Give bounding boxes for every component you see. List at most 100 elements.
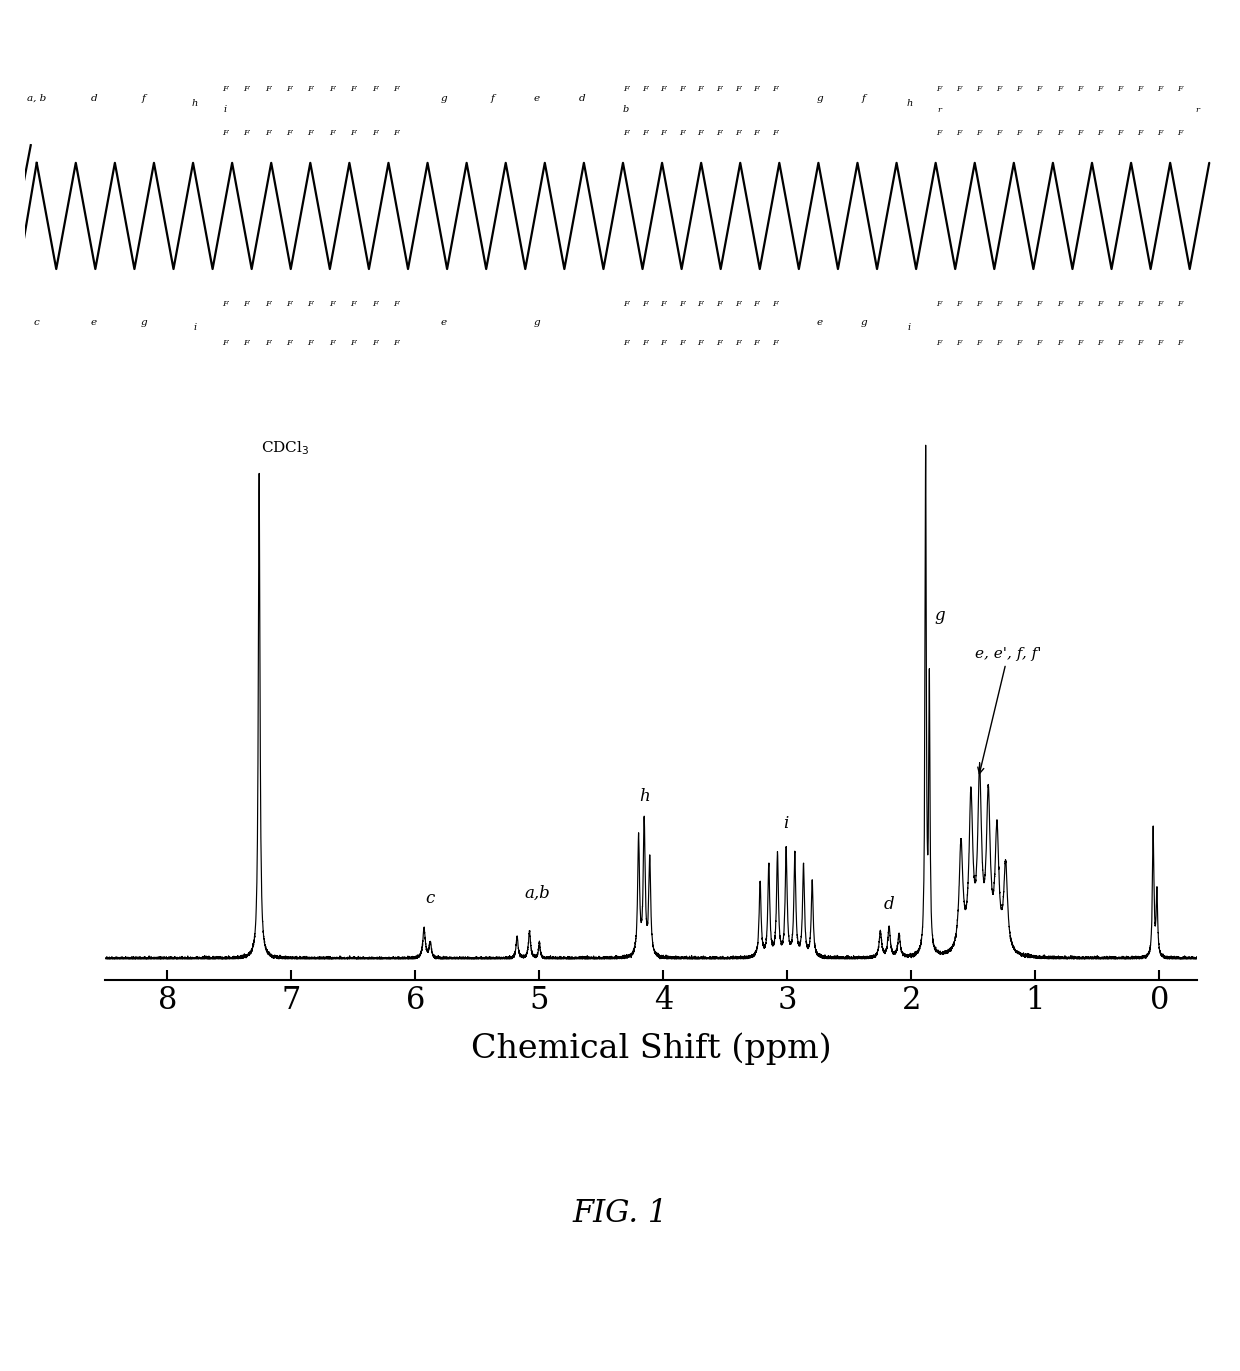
Text: F: F: [715, 300, 722, 308]
Text: h: h: [639, 788, 650, 805]
Text: F: F: [678, 85, 684, 93]
Text: F: F: [351, 85, 356, 93]
Text: F: F: [976, 300, 982, 308]
Text: F: F: [393, 339, 399, 347]
Text: F: F: [372, 339, 378, 347]
Text: F: F: [222, 85, 228, 93]
Text: F: F: [1037, 339, 1042, 347]
Text: F: F: [1177, 339, 1182, 347]
Text: F: F: [1076, 129, 1083, 137]
Text: F: F: [641, 339, 647, 347]
Text: F: F: [1117, 300, 1122, 308]
Text: F: F: [1117, 85, 1122, 93]
Text: F: F: [997, 300, 1002, 308]
Text: F: F: [734, 339, 740, 347]
Text: g: g: [533, 318, 539, 326]
Text: F: F: [329, 85, 335, 93]
Text: i: i: [223, 106, 227, 114]
Text: F: F: [753, 85, 759, 93]
Text: F: F: [308, 85, 314, 93]
Text: F: F: [286, 339, 291, 347]
Text: r: r: [937, 106, 941, 114]
Text: F: F: [1017, 129, 1022, 137]
Text: e: e: [440, 318, 446, 326]
Text: e: e: [817, 318, 823, 326]
Text: F: F: [697, 129, 703, 137]
Text: F: F: [329, 129, 335, 137]
Text: F: F: [622, 339, 629, 347]
Text: F: F: [1056, 85, 1061, 93]
Text: a,b: a,b: [525, 886, 549, 902]
Text: F: F: [641, 300, 647, 308]
Text: F: F: [1037, 85, 1042, 93]
Text: g: g: [861, 318, 867, 326]
Text: F: F: [1137, 300, 1142, 308]
Text: F: F: [715, 129, 722, 137]
Text: F: F: [956, 129, 962, 137]
Text: F: F: [1157, 85, 1162, 93]
Text: F: F: [660, 129, 666, 137]
Text: F: F: [351, 339, 356, 347]
Text: F: F: [771, 300, 777, 308]
Text: F: F: [976, 85, 982, 93]
Text: F: F: [1177, 300, 1182, 308]
Text: F: F: [660, 300, 666, 308]
Text: F: F: [329, 300, 335, 308]
Text: f: f: [141, 93, 146, 103]
Text: F: F: [641, 129, 647, 137]
Text: F: F: [393, 300, 399, 308]
Text: F: F: [265, 300, 270, 308]
Text: F: F: [936, 339, 941, 347]
Text: F: F: [1117, 129, 1122, 137]
Text: F: F: [622, 300, 629, 308]
Text: F: F: [660, 339, 666, 347]
Text: F: F: [936, 85, 941, 93]
Text: c: c: [425, 890, 435, 908]
Text: F: F: [1096, 129, 1102, 137]
Text: F: F: [753, 129, 759, 137]
Text: F: F: [265, 339, 270, 347]
Text: d: d: [579, 93, 585, 103]
Text: F: F: [243, 300, 249, 308]
Text: F: F: [678, 129, 684, 137]
Text: a, b: a, b: [27, 93, 46, 103]
Text: d: d: [884, 895, 894, 913]
Text: F: F: [1096, 339, 1102, 347]
Text: F: F: [1017, 339, 1022, 347]
Text: h: h: [192, 100, 198, 108]
Text: d: d: [91, 93, 97, 103]
Text: F: F: [1017, 300, 1022, 308]
Text: f: f: [491, 93, 495, 103]
Text: i: i: [193, 324, 197, 332]
Text: F: F: [243, 339, 249, 347]
Text: F: F: [286, 85, 291, 93]
Text: g: g: [817, 93, 823, 103]
Text: F: F: [660, 85, 666, 93]
Text: F: F: [678, 300, 684, 308]
Text: F: F: [351, 300, 356, 308]
Text: F: F: [771, 339, 777, 347]
Text: F: F: [308, 129, 314, 137]
Text: F: F: [329, 339, 335, 347]
Text: F: F: [715, 85, 722, 93]
Text: F: F: [1157, 300, 1162, 308]
Text: F: F: [1137, 339, 1142, 347]
Text: F: F: [1076, 339, 1083, 347]
Text: F: F: [222, 339, 228, 347]
Text: F: F: [308, 339, 314, 347]
Text: F: F: [1157, 129, 1162, 137]
Text: F: F: [997, 85, 1002, 93]
Text: F: F: [734, 129, 740, 137]
X-axis label: Chemical Shift (ppm): Chemical Shift (ppm): [471, 1032, 831, 1065]
Text: F: F: [222, 300, 228, 308]
Text: F: F: [956, 339, 962, 347]
Text: F: F: [697, 339, 703, 347]
Text: F: F: [243, 129, 249, 137]
Text: F: F: [936, 300, 941, 308]
Text: F: F: [1177, 129, 1182, 137]
Text: f: f: [862, 93, 866, 103]
Text: F: F: [956, 85, 962, 93]
Text: F: F: [734, 300, 740, 308]
Text: F: F: [372, 85, 378, 93]
Text: F: F: [243, 85, 249, 93]
